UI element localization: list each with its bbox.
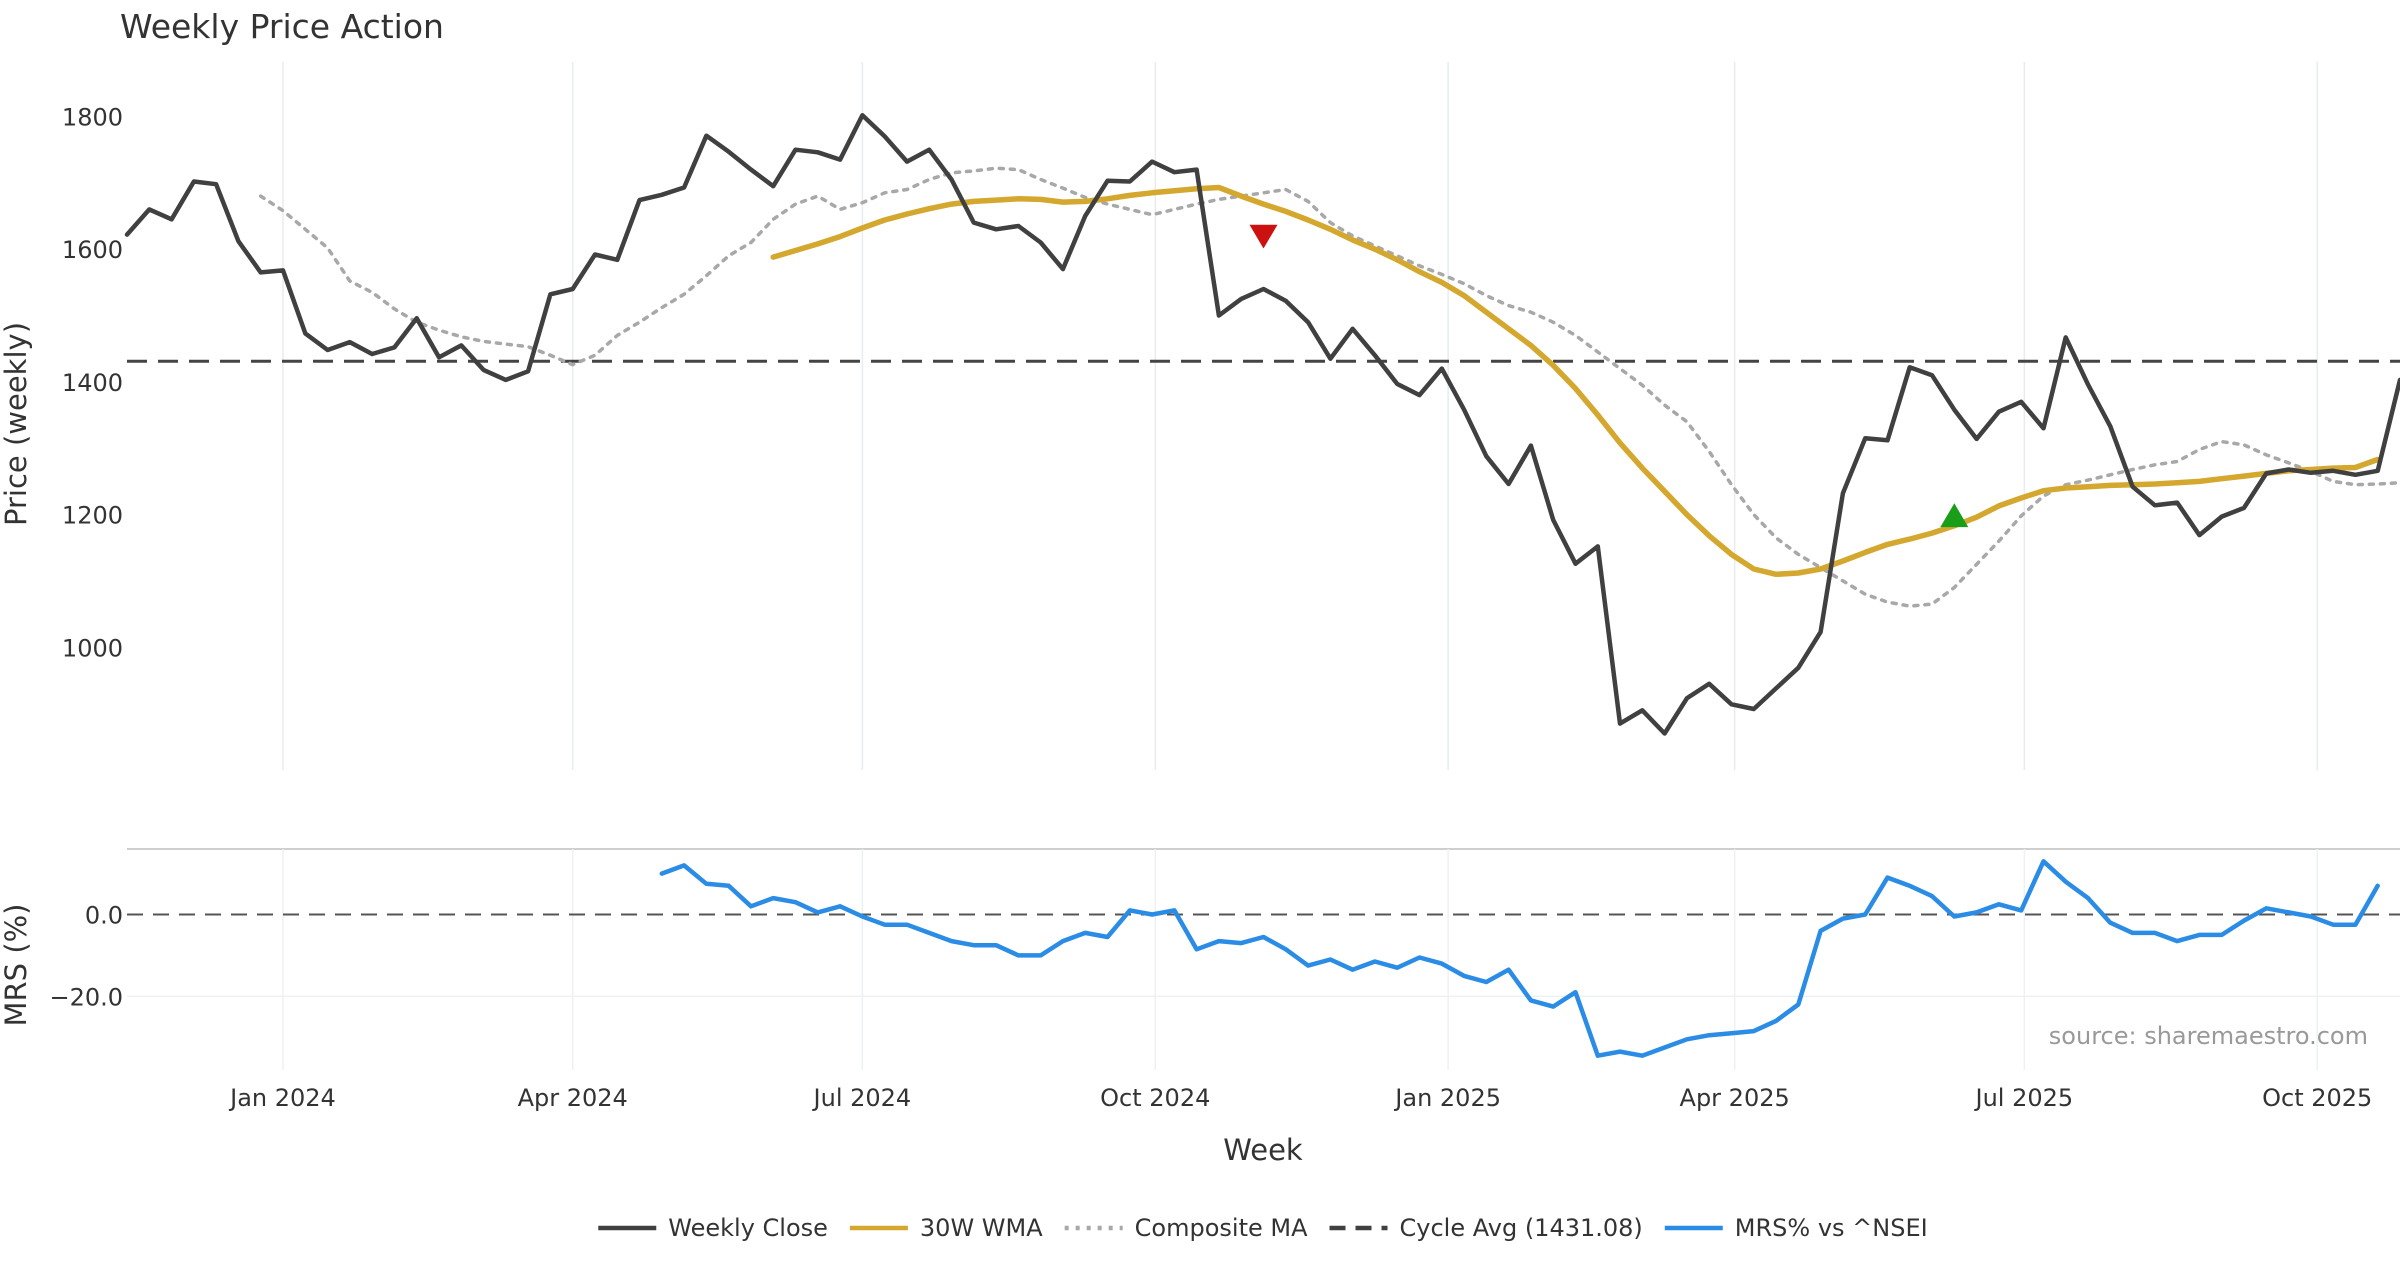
x-tick-label: Jul 2024 [812, 1084, 912, 1112]
legend: Weekly Close 30W WMA Composite MA Cycle Avg… [598, 1214, 1928, 1242]
source-text: source: sharemaestro.com [2049, 1022, 2368, 1050]
price-y-tick-label: 1200 [62, 502, 123, 530]
price-y-ticks: 1000 1200 1400 1600 1800 [62, 103, 123, 662]
x-tick-label: Apr 2025 [1680, 1084, 1790, 1112]
mrs-y-axis-label: MRS (%) [0, 904, 33, 1027]
x-tick-label: Jan 2024 [228, 1084, 336, 1112]
mrs-series-group [659, 859, 2380, 1058]
x-axis-label: Week [1223, 1133, 1303, 1167]
legend-label: MRS% vs ^NSEI [1735, 1214, 1928, 1242]
price-y-axis-label: Price (weekly) [0, 322, 33, 526]
signal-markers [1249, 224, 1969, 528]
price-y-tick-label: 1600 [62, 236, 123, 264]
price-y-tick-label: 1400 [62, 369, 123, 397]
x-tick-label: Jan 2025 [1393, 1084, 1501, 1112]
series-weekly-close [124, 112, 2400, 736]
mrs-y-tick-label: −20.0 [49, 983, 123, 1011]
mrs-y-ticks: 0.0 −20.0 [49, 901, 123, 1011]
series-30w-wma [770, 184, 2381, 578]
mrs-grid [127, 849, 2400, 1070]
price-series-group [124, 112, 2400, 736]
buy-signal-marker [1940, 503, 1969, 528]
price-y-tick-label: 1000 [62, 634, 123, 662]
price-y-tick-label: 1800 [62, 103, 123, 131]
mrs-y-tick-label: 0.0 [85, 901, 123, 929]
x-tick-label: Oct 2025 [2262, 1084, 2372, 1112]
sell-signal-marker [1249, 224, 1278, 249]
x-tick-label: Jul 2025 [1974, 1084, 2074, 1112]
x-tick-label: Oct 2024 [1100, 1084, 1210, 1112]
legend-label: Weekly Close [668, 1214, 828, 1242]
price-panel: 1000 1200 1400 1600 1800 Price (weekly) [0, 62, 2400, 770]
chart-title: Weekly Price Action [120, 7, 444, 46]
legend-label: Cycle Avg (1431.08) [1400, 1214, 1643, 1242]
mrs-panel: 0.0 −20.0 MRS (%) source: sharemaestro.co… [0, 849, 2400, 1070]
x-tick-label: Apr 2024 [518, 1084, 628, 1112]
legend-label: 30W WMA [920, 1214, 1043, 1242]
series-composite-ma [258, 166, 2400, 608]
price-grid [282, 62, 2318, 770]
legend-label: Composite MA [1135, 1214, 1308, 1242]
x-axis-ticks: Jan 2024 Apr 2024 Jul 2024 Oct 2024 Jan 2025… [228, 1084, 2372, 1112]
series-mrs-vs-nsei [659, 859, 2380, 1058]
